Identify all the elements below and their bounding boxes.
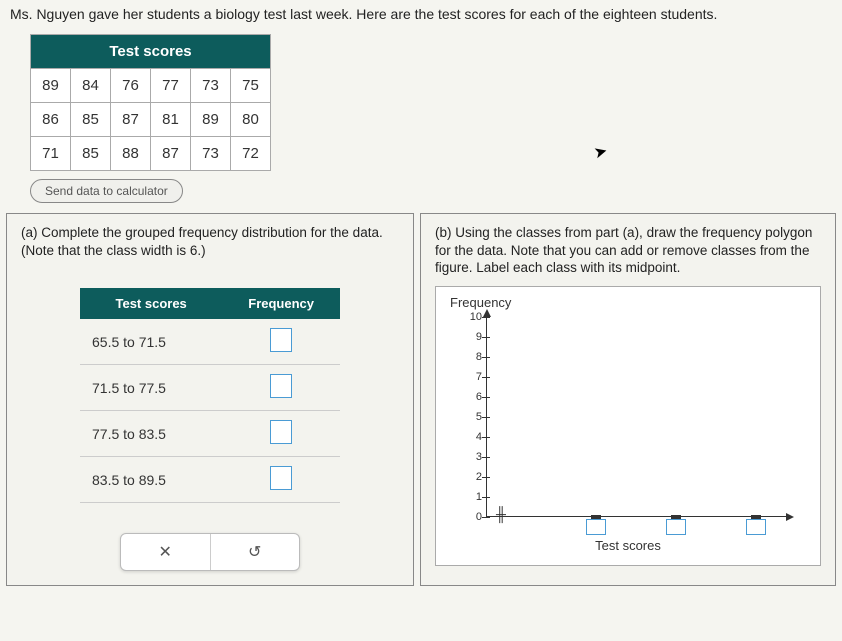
y-tick-mark	[482, 337, 490, 338]
y-tick-mark	[482, 457, 490, 458]
y-tick-label: 2	[458, 471, 482, 483]
frequency-table: Test scores Frequency 65.5 to 71.5 71.5 …	[80, 288, 340, 503]
frequency-input[interactable]	[270, 328, 292, 352]
y-tick-label: 1	[458, 491, 482, 503]
y-tick-label: 4	[458, 431, 482, 443]
y-tick-mark	[482, 397, 490, 398]
frequency-input[interactable]	[270, 420, 292, 444]
chart-x-label: Test scores	[436, 538, 820, 553]
table-row: 86 85 87 81 89 80	[31, 103, 271, 137]
y-tick-mark	[482, 497, 490, 498]
clear-button[interactable]: ✕	[121, 534, 211, 570]
frequency-input[interactable]	[270, 374, 292, 398]
freq-col-scores: Test scores	[80, 288, 222, 319]
axis-break-icon: ╫	[496, 506, 506, 522]
y-tick-label: 7	[458, 371, 482, 383]
table-row: 89 84 76 77 73 75	[31, 69, 271, 103]
y-tick-mark	[482, 317, 490, 318]
y-tick-mark	[482, 417, 490, 418]
table-header: Test scores	[31, 35, 271, 69]
part-b-panel: (b) Using the classes from part (a), dra…	[420, 213, 836, 586]
y-tick-mark	[482, 437, 490, 438]
chart-container[interactable]: Frequency 012345678910 ╫ Test scores	[435, 286, 821, 566]
question-prompt: Ms. Nguyen gave her students a biology t…	[0, 0, 842, 28]
close-icon: ✕	[159, 542, 172, 562]
y-tick-mark	[482, 377, 490, 378]
x-arrow-icon	[786, 513, 794, 521]
y-tick-label: 5	[458, 411, 482, 423]
y-arrow-icon	[483, 309, 491, 317]
y-tick-label: 6	[458, 391, 482, 403]
y-tick-mark	[482, 517, 490, 518]
midpoint-input[interactable]	[666, 519, 686, 535]
y-tick-mark	[482, 477, 490, 478]
send-data-button[interactable]: Send data to calculator	[30, 179, 183, 203]
y-tick-label: 0	[458, 511, 482, 523]
y-tick-label: 8	[458, 351, 482, 363]
scores-table: Test scores 89 84 76 77 73 75 86 85 87 8…	[30, 34, 271, 171]
midpoint-input[interactable]	[586, 519, 606, 535]
y-tick-label: 3	[458, 451, 482, 463]
midpoint-input[interactable]	[746, 519, 766, 535]
reset-button[interactable]: ↺	[211, 534, 300, 570]
frequency-input[interactable]	[270, 466, 292, 490]
table-row: 71 85 88 87 73 72	[31, 137, 271, 171]
part-a-panel: (a) Complete the grouped frequency distr…	[6, 213, 414, 586]
y-tick-label: 9	[458, 331, 482, 343]
x-axis	[486, 516, 786, 517]
part-a-text: (a) Complete the grouped frequency distr…	[21, 224, 399, 278]
undo-icon: ↺	[248, 542, 261, 562]
freq-col-frequency: Frequency	[222, 288, 340, 319]
part-b-text: (b) Using the classes from part (a), dra…	[435, 224, 821, 278]
chart-y-title: Frequency	[450, 295, 810, 310]
mouse-cursor-icon: ➤	[592, 141, 610, 164]
y-tick-label: 10	[458, 311, 482, 323]
y-tick-mark	[482, 357, 490, 358]
chart-area[interactable]: 012345678910 ╫	[486, 317, 786, 517]
action-buttons: ✕ ↺	[120, 533, 300, 571]
